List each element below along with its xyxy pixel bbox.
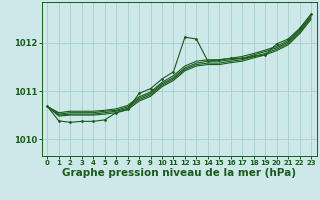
X-axis label: Graphe pression niveau de la mer (hPa): Graphe pression niveau de la mer (hPa) [62, 168, 296, 178]
